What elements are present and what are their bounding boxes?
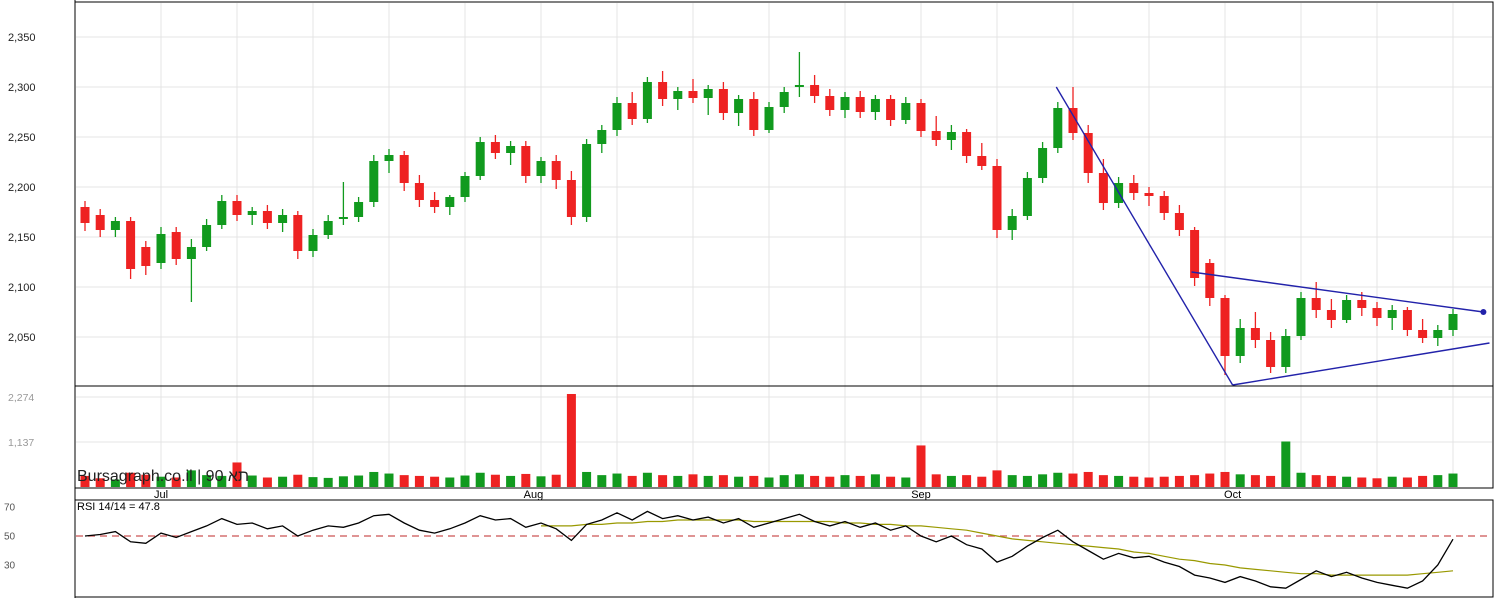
volume-bars	[80, 393, 1458, 487]
svg-text:Aug: Aug	[524, 489, 544, 501]
panel-borders	[74, 0, 1494, 598]
svg-text:Sep: Sep	[911, 489, 931, 501]
svg-text:Jul: Jul	[154, 489, 168, 501]
svg-text:2,350: 2,350	[8, 32, 36, 44]
volume-axis-labels: 2,274 1,137	[8, 392, 34, 449]
rsi-panel	[76, 510, 1492, 589]
svg-text:2,050: 2,050	[8, 332, 36, 344]
svg-text:2,250: 2,250	[8, 132, 36, 144]
svg-text:1,137: 1,137	[8, 437, 34, 449]
trendline-apex-dot	[1480, 309, 1487, 315]
month-labels: Jul Aug Sep Oct	[154, 489, 1241, 501]
svg-text:70: 70	[4, 503, 16, 514]
svg-text:Oct: Oct	[1224, 489, 1241, 501]
svg-text:2,150: 2,150	[8, 232, 36, 244]
svg-text:50: 50	[4, 532, 16, 543]
svg-text:2,274: 2,274	[8, 392, 34, 404]
svg-text:30: 30	[4, 561, 16, 572]
trendlines	[1055, 86, 1490, 386]
svg-text:2,200: 2,200	[8, 182, 36, 194]
svg-text:2,300: 2,300	[8, 82, 36, 94]
svg-text:2,100: 2,100	[8, 282, 36, 294]
price-axis-labels: 2,350 2,300 2,250 2,200 2,150 2,100 2,050	[8, 32, 36, 344]
rsi-axis-labels: 70 50 30	[4, 503, 16, 572]
rsi-line	[84, 510, 1454, 589]
gridlines	[76, 3, 1492, 487]
